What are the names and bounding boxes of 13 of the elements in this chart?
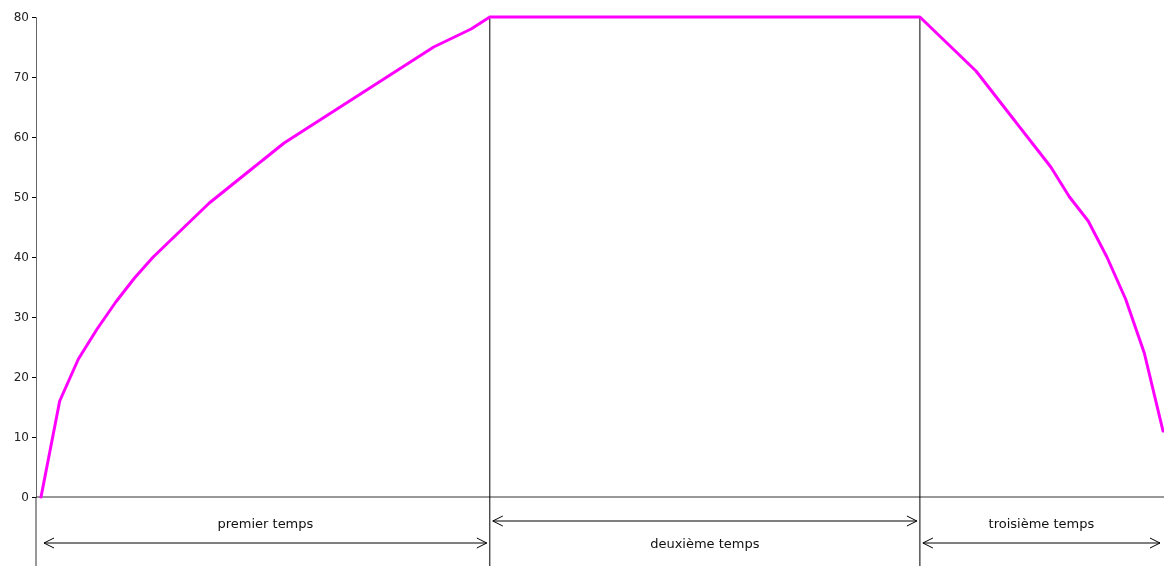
y-tick-label: 0 [21,490,29,505]
y-tick-label: 30 [13,310,29,325]
y-tick-label: 70 [13,70,29,85]
y-tick-label: 50 [13,190,29,205]
text: deuxième temps [650,535,760,551]
y-tick-label: 60 [13,130,29,145]
text: premier temps [217,515,314,531]
y-tick-label: 20 [13,370,29,385]
y-tick-label: 10 [13,430,29,445]
y-tick-label: 40 [13,250,29,265]
line-series [39,15,1164,499]
text: troisième temps [988,515,1095,531]
y-tick-label: 80 [13,10,29,25]
